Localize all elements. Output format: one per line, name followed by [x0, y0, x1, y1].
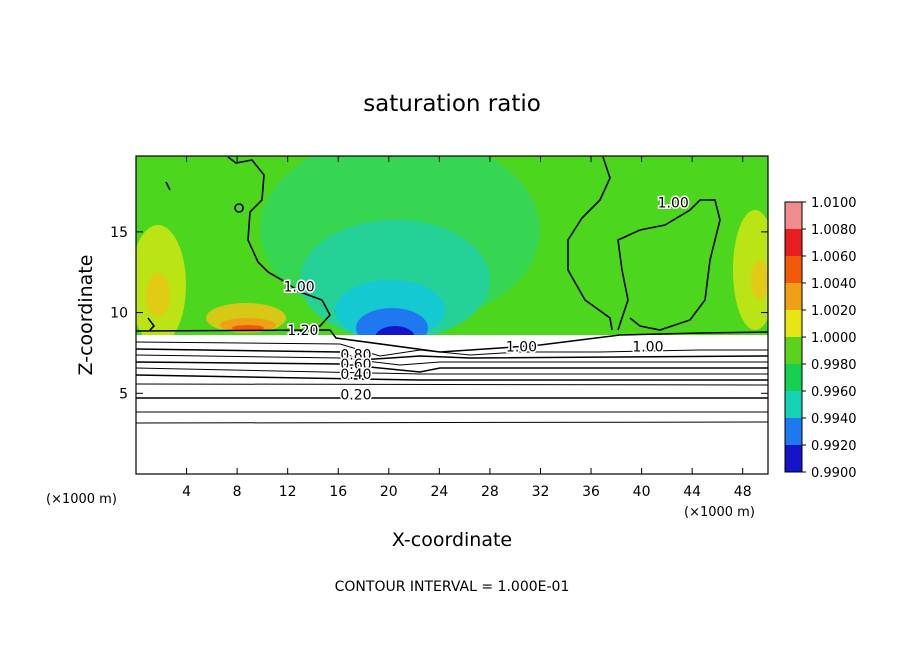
contour-label: 1.00	[283, 280, 314, 296]
colorbar-label: 1.0000	[811, 331, 857, 346]
x-tick-label: 28	[481, 484, 499, 500]
x-tick-label: 32	[532, 484, 550, 500]
colorbar: 1.0100 1.0080 1.0060 1.0040 1.0020 1.0000 0.99…	[784, 196, 857, 481]
colorbar-label: 1.0020	[811, 304, 857, 319]
x-unit-label-right: (×1000 m)	[684, 505, 755, 520]
x-tick-label: 40	[633, 484, 651, 500]
colorbar-swatch	[785, 391, 802, 419]
x-axis-label: X-coordinate	[392, 529, 512, 551]
colorbar-swatch	[785, 202, 802, 230]
colorbar-swatch	[785, 337, 802, 365]
contour-label: 0.80	[340, 347, 371, 363]
colorbar-swatch	[785, 229, 802, 257]
colorbar-label: 1.0080	[811, 223, 857, 238]
contour-label: 0.40	[340, 367, 371, 383]
colorbar-swatch	[785, 445, 802, 473]
y-tick-label: 15	[110, 225, 128, 241]
y-axis-label: Z-coordinate	[75, 255, 97, 376]
x-tick-label: 8	[233, 484, 242, 500]
colorbar-label: 0.9900	[811, 466, 857, 481]
x-tick-label: 36	[582, 484, 600, 500]
colorbar-label: 0.9980	[811, 358, 857, 373]
colorbar-label: 0.9920	[811, 439, 857, 454]
x-tick-label: 24	[430, 484, 448, 500]
contour-label: 1.20	[287, 323, 318, 339]
contour-labels: 1.00 1.00 1.20 0.800.600.40 0.20 1.00 1.00	[282, 194, 690, 405]
x-axis: 4 8 12 16 20 24 28 32 36 40 44 48	[182, 156, 752, 500]
contour-lines-lower	[136, 329, 768, 424]
y-tick-label: 5	[119, 386, 128, 402]
contour-lines-upper	[147, 156, 721, 333]
colorbar-label: 0.9940	[811, 412, 857, 427]
x-tick-label: 16	[329, 484, 347, 500]
x-tick-label: 4	[182, 484, 191, 500]
x-tick-label: 44	[683, 484, 701, 500]
colorbar-swatch	[785, 256, 802, 284]
contour-label: 1.00	[632, 339, 663, 355]
y-axis: 5 10 15	[110, 225, 768, 402]
plot-frame	[135, 155, 769, 475]
chart-title: saturation ratio	[363, 91, 541, 117]
colorbar-label: 1.0100	[811, 196, 857, 211]
contour-label: 0.20	[340, 388, 371, 404]
colorbar-label: 1.0040	[811, 277, 857, 292]
x-tick-label: 48	[734, 484, 752, 500]
colorbar-label: 0.9960	[811, 385, 857, 400]
y-tick-label: 10	[110, 306, 128, 322]
colorbar-swatch	[785, 364, 802, 392]
colorbar-swatch	[785, 418, 802, 446]
x-unit-label-left: (×1000 m)	[46, 492, 117, 507]
heatmap-field	[136, 156, 768, 474]
x-tick-label: 20	[380, 484, 398, 500]
colorbar-swatch	[785, 283, 802, 311]
contour-label: 1.00	[658, 196, 689, 212]
contour-label: 1.00	[506, 339, 537, 355]
contour-interval-note: CONTOUR INTERVAL = 1.000E-01	[335, 579, 570, 595]
colorbar-label: 1.0060	[811, 250, 857, 265]
x-tick-label: 12	[279, 484, 297, 500]
contour-label: 0.60	[340, 357, 371, 373]
colorbar-swatch	[785, 310, 802, 338]
